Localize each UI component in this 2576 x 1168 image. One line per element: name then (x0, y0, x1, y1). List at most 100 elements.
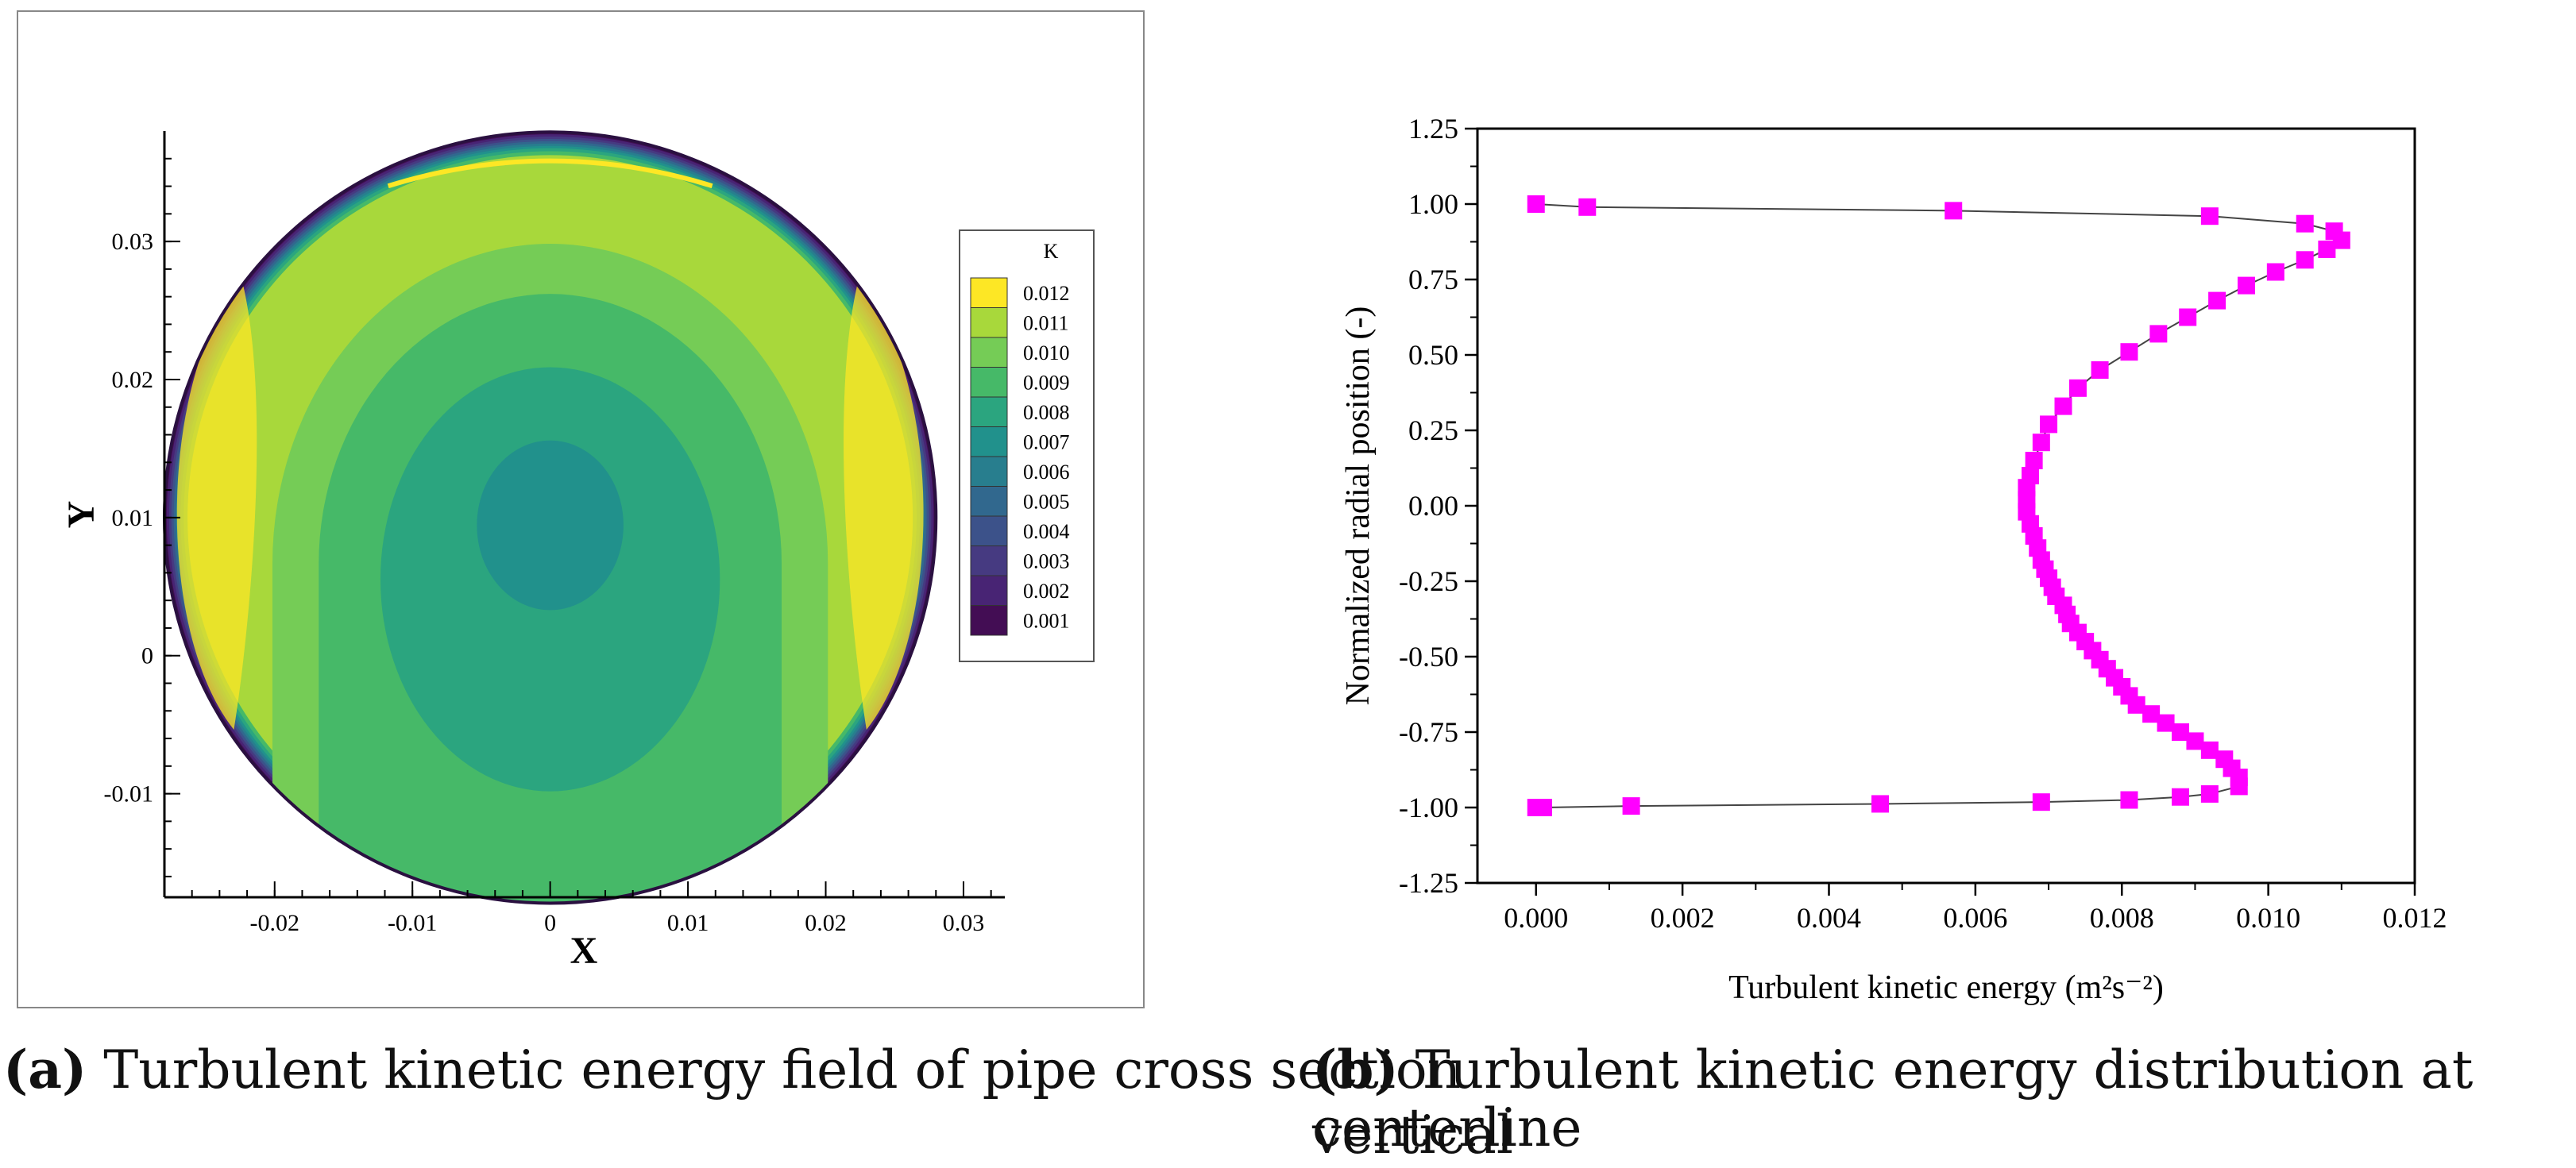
y-axis-label-b: Normalized radial position (-) (1340, 306, 1377, 706)
data-point (2172, 723, 2189, 741)
data-point (2266, 263, 2284, 281)
legend-k: K 0.012 0.011 0.010 0.009 0.008 0.007 0.006 0.0… (959, 229, 1095, 662)
series-markers (1527, 195, 2350, 816)
legend-label: 0.010 (1023, 341, 1070, 364)
legend-label: 0.004 (1023, 520, 1070, 543)
x-tick-label-b: 0.012 (2383, 902, 2447, 934)
y-tick-label-b: 0.00 (1408, 490, 1458, 522)
data-point (2032, 793, 2050, 811)
data-point (2296, 251, 2314, 269)
y-tick-label-b: 1.25 (1408, 113, 1458, 145)
data-point (1527, 799, 1545, 816)
legend-swatch (970, 396, 1008, 427)
data-point (1945, 202, 1963, 220)
legend-title: K (1044, 240, 1059, 263)
data-point (2068, 379, 2087, 397)
contour-crescent-0.012 (387, 158, 713, 189)
data-point (2025, 452, 2043, 469)
data-point (2200, 207, 2219, 226)
y-tick-label-b: 0.50 (1408, 339, 1458, 371)
caption-a: (a) Turbulent kinetic energy field of pi… (3, 1037, 1461, 1103)
y-tick-label-b: -0.25 (1399, 565, 1458, 597)
y-tick-label-b: -0.50 (1399, 641, 1458, 673)
legend-swatch (970, 426, 1008, 457)
x-tick-label-b: 0.002 (1651, 902, 1715, 934)
x-tick-label-a: 0 (544, 910, 556, 936)
x-tick-label-b: 0.004 (1797, 902, 1861, 934)
legend-swatch (970, 486, 1008, 517)
y-tick-label-a: 0.01 (112, 505, 154, 531)
pipe-cross-section (164, 132, 937, 904)
panel-a-contour-plot: -0.02 -0.01 0 0.01 0.02 0.03 -0.01 0 0.01 0.02 0.0… (17, 10, 1145, 1008)
x-tick-label-b: 0.010 (2236, 902, 2300, 934)
caption-b-letter: (b) (1312, 1039, 1399, 1101)
data-point (2200, 784, 2219, 803)
data-point (1622, 797, 1640, 815)
caption-a-text: Turbulent kinetic energy field of pipe c… (87, 1039, 1462, 1101)
legend-label: 0.001 (1023, 609, 1070, 632)
x-tick-label-a: 0.02 (805, 910, 847, 936)
data-point (2200, 741, 2219, 759)
panel-b-line-plot: 0.000 0.002 0.004 0.006 0.008 0.010 0.012 1.25 1… (1340, 113, 2447, 1006)
legend-label: 0.007 (1023, 430, 1070, 453)
y-tick-label-b: -1.25 (1399, 867, 1458, 899)
y-tick-label-a: 0 (141, 643, 153, 669)
contour-level-0.007 (477, 440, 624, 611)
plot-area-b (1476, 127, 2416, 885)
panel-b-axes: 0.000 0.002 0.004 0.006 0.008 0.010 0.012 1.25 1… (1399, 113, 2447, 934)
data-point (2157, 714, 2175, 732)
data-point (1527, 195, 1545, 213)
data-point (1871, 795, 1890, 813)
contour-lobe-right (844, 278, 924, 730)
legend-swatch (970, 337, 1008, 368)
legend-swatch (970, 367, 1008, 398)
legend-label: 0.009 (1023, 371, 1070, 394)
legend-swatch (970, 545, 1008, 576)
y-tick-label-b: -0.75 (1399, 716, 1458, 748)
data-point (2296, 214, 2314, 233)
legend-label: 0.012 (1023, 282, 1070, 305)
x-tick-label-a: -0.02 (250, 910, 300, 936)
data-point (2091, 361, 2109, 379)
data-point (2179, 308, 2197, 326)
legend-label: 0.002 (1023, 580, 1070, 603)
contour-lobe-left (176, 278, 257, 730)
y-tick-label-b: -1.00 (1399, 792, 1458, 823)
data-point (2318, 241, 2336, 258)
data-point (1578, 198, 1597, 216)
legend-swatch (970, 515, 1008, 546)
data-point (2172, 788, 2189, 806)
legend-swatch (970, 456, 1008, 487)
y-tick-label-a: 0.02 (112, 367, 154, 393)
legend-label: 0.011 (1023, 311, 1069, 334)
y-tick-label-a: -0.01 (104, 781, 154, 808)
data-point (2032, 434, 2050, 452)
data-point (2040, 415, 2058, 434)
data-point (2120, 343, 2138, 361)
caption-b-line-2: centerline (1312, 1096, 1582, 1161)
legend-label: 0.006 (1023, 461, 1070, 484)
x-tick-label-b: 0.006 (1943, 902, 2007, 934)
data-point (2230, 777, 2248, 796)
legend-swatch (970, 307, 1008, 338)
legend-swatch (970, 605, 1008, 636)
legend-swatch (970, 575, 1008, 606)
data-point (2120, 791, 2138, 809)
y-axis-label-a: Y (60, 501, 102, 529)
x-tick-label-a: 0.01 (667, 910, 709, 936)
x-axis-label-a: X (570, 930, 598, 972)
data-point (2054, 397, 2072, 415)
x-tick-label-a: -0.01 (388, 910, 438, 936)
x-tick-label-b: 0.008 (2090, 902, 2154, 934)
y-tick-label-b: 0.75 (1408, 264, 1458, 295)
legend-swatch (970, 277, 1008, 308)
x-tick-label-b: 0.000 (1504, 902, 1568, 934)
legend-label: 0.005 (1023, 490, 1070, 513)
data-point (2127, 696, 2145, 714)
data-point (2332, 231, 2350, 249)
legend-label: 0.003 (1023, 549, 1070, 572)
legend-label: 0.008 (1023, 401, 1070, 424)
data-point (2208, 291, 2226, 310)
data-point (2186, 732, 2204, 750)
